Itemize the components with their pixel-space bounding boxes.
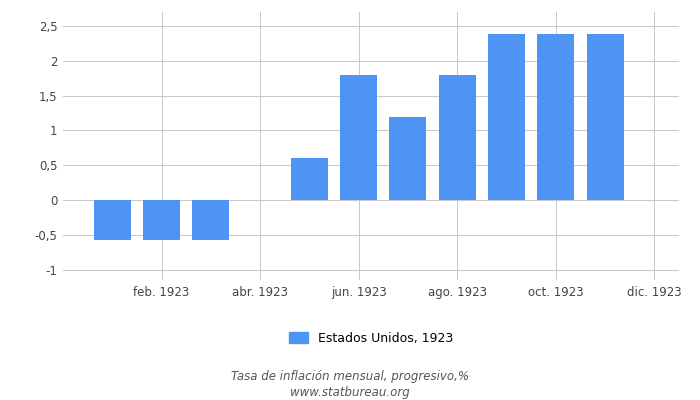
Legend: Estados Unidos, 1923: Estados Unidos, 1923 xyxy=(289,332,453,345)
Bar xyxy=(439,75,476,200)
Bar xyxy=(488,34,525,200)
Bar xyxy=(94,200,131,240)
Bar xyxy=(291,158,328,200)
Bar xyxy=(193,200,230,240)
Text: www.statbureau.org: www.statbureau.org xyxy=(290,386,410,399)
Text: Tasa de inflación mensual, progresivo,%: Tasa de inflación mensual, progresivo,% xyxy=(231,370,469,383)
Bar xyxy=(538,34,574,200)
Bar xyxy=(389,117,426,200)
Bar xyxy=(143,200,180,240)
Bar xyxy=(587,34,624,200)
Bar xyxy=(340,75,377,200)
